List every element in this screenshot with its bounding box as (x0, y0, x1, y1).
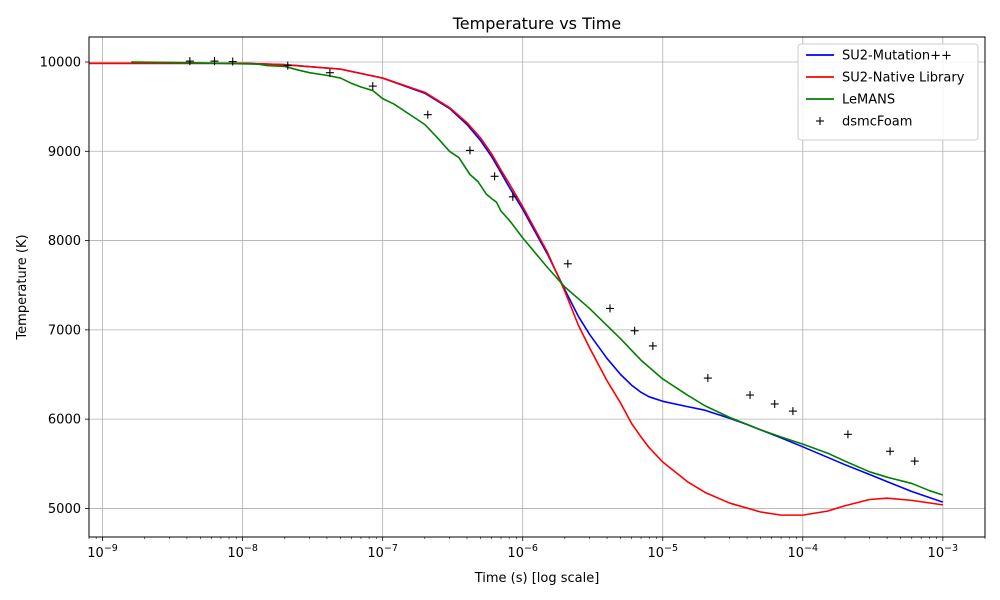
dsmcfoam-point (648, 341, 657, 350)
legend-label: dsmcFoam (842, 115, 912, 130)
dsmcfoam-point (746, 391, 755, 400)
x-tick-label: 10−4 (788, 543, 819, 561)
x-tick-label: 10−7 (367, 543, 398, 561)
x-tick-label: 10−3 (928, 543, 959, 561)
legend-box (797, 43, 979, 141)
dsmcfoam-point (788, 407, 797, 416)
x-tick-label: 10−8 (227, 543, 258, 561)
dsmcfoam-point (843, 430, 852, 439)
y-tick-label: 5000 (48, 502, 81, 517)
dsmcfoam-point (423, 110, 432, 119)
y-tick-label: 9000 (48, 145, 81, 160)
legend-label: SU2-Native Library (842, 71, 965, 86)
legend-label: LeMANS (842, 93, 895, 108)
dsmcfoam-point (910, 457, 919, 466)
legend-item: dsmcFoam (816, 115, 912, 130)
dsmcfoam-point (185, 57, 194, 66)
dsmcfoam-point (210, 57, 219, 66)
y-axis-label: Temperature (K) (15, 234, 30, 340)
legend-label: SU2-Mutation++ (842, 49, 952, 64)
dsmcfoam-point (368, 82, 377, 91)
y-tick-label: 10000 (40, 56, 81, 71)
y-axis-ticks: 5000 6000 7000 8000 9000 10000 (40, 56, 89, 517)
x-axis-ticks: 10−9 10−8 10−7 10−6 10−5 10−4 10−3 (87, 537, 986, 561)
x-tick-label: 10−6 (507, 543, 538, 561)
dsmcfoam-point (703, 374, 712, 383)
y-tick-label: 7000 (48, 323, 81, 338)
dsmcfoam-point (630, 326, 639, 335)
series-line-1 (89, 62, 943, 516)
plot-frame (88, 36, 986, 538)
dsmcfoam-point (886, 447, 895, 456)
legend: SU2-Mutation++ SU2-Native Library LeMANS ds… (797, 43, 979, 141)
y-tick-label: 8000 (48, 234, 81, 249)
y-tick-label: 6000 (48, 413, 81, 428)
dsmcfoam-point (508, 192, 517, 201)
dsmcfoam-point (605, 304, 614, 313)
series-line-2 (131, 61, 944, 496)
x-tick-label: 10−9 (87, 543, 118, 561)
dsmcfoam-point (563, 259, 572, 268)
legend-item: SU2-Mutation++ (806, 49, 952, 64)
dsmcfoam-point (283, 61, 292, 70)
plot-series (89, 57, 944, 516)
chart-title: Temperature vs Time (452, 14, 621, 33)
x-tick-label: 10−5 (647, 543, 678, 561)
dsmcfoam-point (490, 172, 499, 181)
legend-item: LeMANS (806, 93, 895, 108)
dsmcfoam-point (228, 57, 237, 66)
legend-item: SU2-Native Library (806, 71, 965, 86)
dsmcfoam-point (770, 399, 779, 408)
dsmcfoam-point (465, 146, 474, 155)
dsmcfoam-point (325, 68, 334, 77)
x-axis-label: Time (s) [log scale] (474, 571, 600, 586)
